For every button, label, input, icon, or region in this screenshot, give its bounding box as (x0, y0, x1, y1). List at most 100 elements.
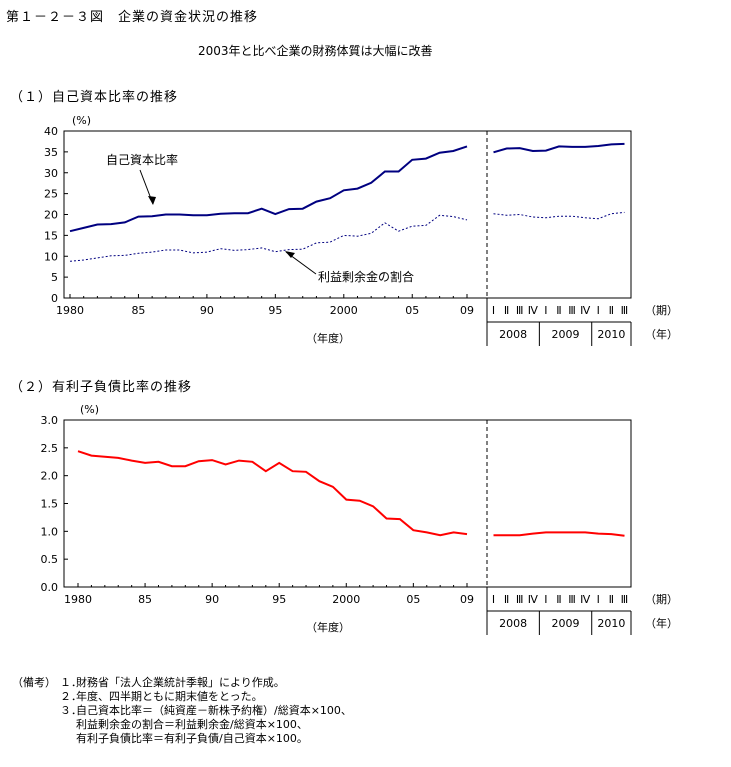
year-label: 2010 (597, 617, 625, 630)
x-tick-label: 09 (460, 304, 474, 317)
x-tick-label: 95 (268, 304, 282, 317)
plot-frame (63, 419, 632, 588)
quarter-label: Ⅰ (492, 304, 495, 317)
quarter-label: Ⅱ (504, 593, 509, 606)
y-tick-label: 0.0 (41, 581, 59, 594)
quarter-label: Ⅱ (556, 593, 561, 606)
quarter-label: Ⅲ (516, 304, 524, 317)
year-label: 2008 (499, 328, 527, 341)
y-tick-label: 30 (44, 167, 58, 180)
year-label: 2009 (552, 617, 580, 630)
x-tick-label: 90 (200, 304, 214, 317)
series-line-annual (69, 214, 468, 262)
quarter-label: Ⅲ (568, 593, 576, 606)
x-tick-label: 90 (205, 593, 219, 606)
quarter-label: Ⅰ (597, 304, 600, 317)
series-line-quarterly (493, 531, 625, 537)
year-label: 2010 (597, 328, 625, 341)
note-text: 有利子負債比率＝有利子負債/自己資本×100。 (76, 732, 308, 745)
y-tick-label: 5 (51, 271, 58, 284)
y-tick-label: 25 (44, 188, 58, 201)
x-axis-label: （年度） (306, 331, 350, 345)
x-tick-label: 2000 (332, 593, 360, 606)
period-unit: （期） (645, 304, 678, 317)
x-tick-label: 95 (272, 593, 286, 606)
quarter-label: Ⅰ (597, 593, 600, 606)
notes: （備考） １． 財務省「法人企業統計季報」により作成。 ２． 年度、四半期ともに… (12, 676, 352, 746)
x-tick-label: 05 (405, 304, 419, 317)
y-axis-unit: (%) (80, 403, 99, 416)
note-number: ３． (60, 704, 82, 717)
note-row: ２． 年度、四半期ともに期末値をとった。 (12, 690, 352, 704)
y-tick-label: 40 (44, 125, 58, 138)
annotation-arrowhead (285, 251, 295, 258)
note-row: ３． 自己資本比率＝（純資産－新株予約権）/総資本×100、 (12, 704, 352, 718)
y-tick-label: 0.5 (41, 553, 59, 566)
debt-ratio-chart: 0.0 0.5 1.0 1.5 2.0 2.5 3.0 (%) 1980 85 90 95 2000 05… (41, 403, 678, 635)
quarter-label: Ⅱ (609, 593, 614, 606)
panel2-title: （２）有利子負債比率の推移 (10, 380, 193, 395)
quarter-label: Ⅲ (516, 593, 524, 606)
quarter-label: Ⅳ (528, 593, 539, 606)
quarter-label: Ⅰ (544, 593, 547, 606)
x-tick-label: 09 (460, 593, 474, 606)
quarter-label: Ⅲ (568, 304, 576, 317)
notes-lead: （備考） (12, 676, 56, 689)
y-tick-label: 2.5 (41, 442, 59, 455)
x-tick-label: 1980 (64, 593, 92, 606)
series-label-retained: 利益剰余金の割合 (318, 269, 414, 284)
y-axis-unit: (%) (72, 114, 91, 127)
quarter-label: Ⅰ (544, 304, 547, 317)
x-tick-label: 2000 (330, 304, 358, 317)
year-unit: （年） (645, 616, 678, 630)
series-line-annual (69, 145, 468, 233)
y-tick-label: 2.0 (41, 470, 59, 483)
x-tick-label: 1980 (56, 304, 84, 317)
year-label: 2009 (552, 328, 580, 341)
quarter-label: Ⅳ (580, 304, 591, 317)
quarter-label: Ⅲ (621, 304, 629, 317)
y-tick-label: 1.0 (41, 525, 59, 538)
y-tick-label: 15 (44, 229, 58, 242)
x-tick-label: 05 (406, 593, 420, 606)
note-number: ２． (60, 690, 82, 703)
quarter-label: Ⅳ (580, 593, 591, 606)
note-number: １． (60, 676, 82, 689)
quarter-label: Ⅱ (609, 304, 614, 317)
period-unit: （期） (645, 593, 678, 606)
x-tick-label: 85 (131, 304, 145, 317)
note-text: 自己資本比率＝（純資産－新株予約権）/総資本×100、 (76, 704, 352, 717)
y-tick-label: 1.5 (41, 498, 59, 511)
quarter-label: Ⅱ (504, 304, 509, 317)
note-text: 財務省「法人企業統計季報」により作成。 (76, 676, 285, 689)
series-label-equity: 自己資本比率 (106, 152, 178, 167)
x-axis-label: （年度） (306, 620, 350, 634)
year-unit: （年） (645, 327, 678, 341)
note-text: 利益剰余金の割合＝利益剰余金/総資本×100、 (76, 718, 308, 731)
y-tick-label: 0 (51, 292, 58, 305)
quarter-label: Ⅳ (528, 304, 539, 317)
x-tick-label: 85 (138, 593, 152, 606)
note-row: 利益剰余金の割合＝利益剰余金/総資本×100、 (12, 718, 352, 732)
series-line-quarterly (493, 211, 625, 220)
note-text: 年度、四半期ともに期末値をとった。 (76, 690, 263, 703)
note-row: 有利子負債比率＝有利子負債/自己資本×100。 (12, 732, 352, 746)
y-tick-label: 10 (44, 250, 58, 263)
y-tick-label: 35 (44, 146, 58, 159)
panel1-title: （１）自己資本比率の推移 (10, 90, 179, 105)
quarter-label: Ⅰ (492, 593, 495, 606)
series-line-quarterly (493, 142, 625, 154)
y-tick-label: 20 (44, 209, 58, 222)
note-row: （備考） １． 財務省「法人企業統計季報」により作成。 (12, 676, 352, 690)
annotation-arrowhead (148, 196, 156, 205)
figure-title: 第１－２－３図 企業の資金状況の推移 (6, 10, 259, 25)
note-number (60, 732, 76, 746)
quarter-label: Ⅲ (621, 593, 629, 606)
quarter-label: Ⅱ (556, 304, 561, 317)
y-tick-label: 3.0 (41, 414, 59, 427)
year-label: 2008 (499, 617, 527, 630)
figure-subtitle: 2003年と比べ企業の財務体質は大幅に改善 (198, 44, 433, 58)
series-line-annual (77, 450, 468, 537)
note-number (60, 718, 76, 732)
